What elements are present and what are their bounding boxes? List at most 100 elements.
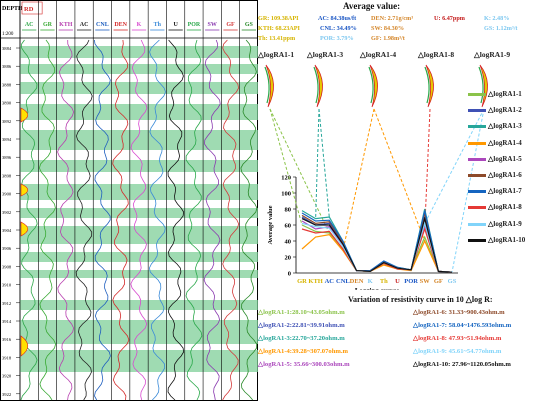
log-curve-gs	[240, 39, 258, 401]
depth-tick-label: 3922	[2, 392, 12, 397]
depth-tick-label: 3900	[2, 192, 12, 197]
reservoir-band	[20, 46, 258, 58]
track-header-den: DEN	[114, 22, 127, 28]
legend-swatch	[468, 125, 486, 129]
average-value-item: KTH: 68.23API	[258, 25, 300, 32]
reservoir-band	[20, 320, 258, 344]
y-tick-label: 80	[285, 207, 292, 214]
link-arrow	[424, 108, 431, 230]
log-curve-th	[148, 39, 166, 401]
series-line	[301, 233, 453, 273]
variation-item: △logRA1-8: 47.93~51.94ohm.m	[413, 335, 502, 342]
x-tick-label: KTH	[308, 278, 322, 285]
well-log-svg: DEPTH 1:200 RD AC GR KTH AC CNL DEN K Th U POR SW GF GS…	[0, 0, 258, 401]
curve-icon-edge	[478, 66, 484, 104]
legend-swatch	[468, 206, 486, 210]
legend-swatch	[468, 238, 486, 242]
log-curve-k	[130, 39, 148, 401]
depth-tick-label: 3914	[2, 319, 12, 324]
link-arrow	[318, 108, 330, 218]
depth-tick-label: 3906	[2, 246, 12, 251]
variation-item: △logRA1-7: 58.04~1476.593ohm.m	[413, 322, 512, 329]
average-value-item: GF: 1.98m³/t	[371, 35, 405, 42]
depth-tick-label: 3886	[2, 64, 12, 69]
variation-item: △logRA1-10: 27.96~1120.05ohm.m	[413, 361, 511, 368]
legend-swatch	[468, 190, 486, 194]
track-header-sw: SW	[208, 22, 217, 28]
reservoir-band	[20, 104, 258, 120]
link-arrow	[373, 108, 426, 242]
log-curve-ac	[20, 39, 38, 401]
x-tick-label: Th	[380, 278, 388, 285]
depth-header: DEPTH	[2, 6, 23, 12]
average-value-item: SW: 84.30%	[371, 25, 405, 32]
depth-tick-label: 3918	[2, 355, 12, 360]
y-tick-label: 0	[288, 271, 291, 278]
depth-tick-label: 3890	[2, 101, 12, 106]
link-arrow	[269, 108, 303, 226]
log-curve-sw	[203, 39, 221, 401]
average-value-item: CNL: 34.49%	[320, 25, 357, 32]
track-header-u: U	[173, 22, 178, 28]
curve-icon-edge	[313, 66, 319, 104]
series-line	[301, 210, 453, 273]
resistivity-fill	[20, 221, 29, 237]
rd-label: RD	[24, 6, 34, 13]
reservoir-band	[20, 300, 258, 310]
legend-swatch	[468, 93, 486, 96]
variation-item: △logRA1-4:39.28~307.07ohm.m	[258, 348, 349, 355]
legend-swatch	[468, 109, 486, 113]
x-tick-label: AC	[325, 278, 335, 285]
resistivity-fill	[20, 183, 29, 197]
legend-label: △logRA1-10	[488, 235, 526, 244]
y-tick-label: 20	[285, 255, 292, 262]
average-value-item: GR: 109.38API	[258, 15, 299, 22]
variation-item: △logRA1-9: 45.61~54.77ohm.m	[413, 348, 502, 355]
log-curve-u	[167, 39, 185, 401]
reservoir-band	[20, 270, 258, 278]
x-tick-label: DEN	[350, 278, 364, 285]
track-header-k: K	[137, 22, 142, 28]
reservoir-band	[20, 160, 258, 172]
y-tick-label: 120	[281, 175, 291, 182]
variation-item: △logRA1-1:28.10~43.05ohm.m	[258, 309, 345, 316]
track-header-kth: KTH	[59, 22, 73, 28]
analysis-panel: Average value: GR: 109.38API AC: 84.38us/…	[258, 0, 550, 402]
depth-tick-label: 3910	[2, 283, 12, 288]
icon-label-4: △logRA1-4	[360, 50, 397, 59]
legend-swatch	[468, 157, 486, 161]
legend-label: △logRA1-2	[488, 106, 522, 115]
legend-label: △logRA1-9	[488, 219, 522, 228]
x-tick-label: U	[395, 278, 400, 285]
log-curve-kth	[57, 39, 75, 401]
average-value-title: Average value:	[343, 1, 401, 11]
track-header-por: POR	[188, 22, 201, 28]
average-value-item: Th: 13.41ppm	[258, 35, 296, 42]
legend-label: △logRA1-8	[488, 203, 522, 212]
x-axis-label: Logging curves	[355, 288, 400, 290]
x-tick-label: POR	[404, 278, 418, 285]
average-value-item: U: 6.47ppm	[434, 15, 465, 22]
well-log-panel: DEPTH 1:200 RD AC GR KTH AC CNL DEN K Th U POR SW GF GS…	[0, 0, 258, 402]
log-curve-gf	[222, 39, 240, 401]
variation-item: △logRA1-3:22.70~37.20ohm.m	[258, 335, 345, 342]
curve-icon	[265, 64, 274, 108]
variation-item: △logRA1-6: 31.33~900.43ohm.m	[413, 309, 505, 316]
legend-swatch	[468, 222, 486, 226]
depth-tick-label: 3902	[2, 210, 12, 215]
depth-tick-label: 3912	[2, 301, 12, 306]
depth-tick-label: 3888	[2, 82, 12, 87]
icon-label-9: △logRA1-9	[474, 50, 511, 59]
legend-swatch	[468, 141, 486, 145]
log-curve-por	[185, 39, 203, 401]
log-curve-den	[112, 39, 130, 401]
link-arrow	[451, 108, 485, 273]
depth-tick-label: 3920	[2, 374, 12, 379]
depth-tick-label: 3916	[2, 337, 12, 342]
icon-label-8: △logRA1-8	[418, 50, 455, 59]
curve-icon-edge	[424, 66, 430, 104]
curve-icon	[314, 64, 323, 108]
rd-box	[21, 1, 43, 15]
reservoir-band	[20, 82, 258, 94]
reservoir-band	[20, 130, 258, 150]
